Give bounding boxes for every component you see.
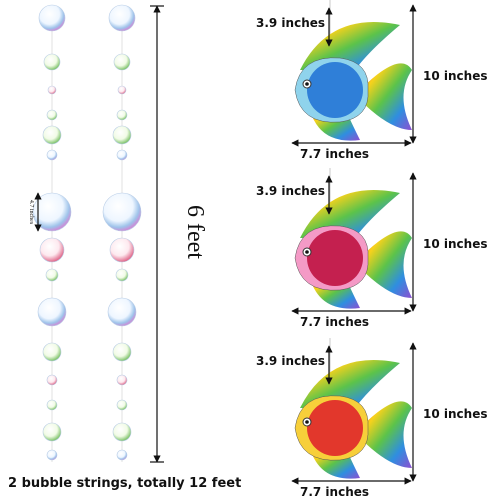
bubble xyxy=(109,237,135,263)
bubble xyxy=(112,125,132,145)
width-label: 7.7 inches xyxy=(300,315,369,329)
pupil xyxy=(305,420,309,424)
bubble-label: 4.7 inches xyxy=(28,200,34,225)
fish: 3.9 inches 10 inches 7.7 inches xyxy=(256,168,487,329)
bubble xyxy=(116,399,128,411)
pupil xyxy=(305,82,309,86)
bubble xyxy=(117,85,127,95)
fin-top xyxy=(300,360,400,408)
bubble xyxy=(46,449,58,461)
fish-group: 3.9 inches 10 inches 7.7 inches 3.9 inches 1… xyxy=(256,0,487,497)
bubble xyxy=(46,149,58,161)
bubble xyxy=(42,342,62,362)
height-label: 10 inches xyxy=(423,407,487,421)
honeycomb xyxy=(307,62,363,118)
bubble xyxy=(107,297,137,327)
bubble xyxy=(46,399,58,411)
tail xyxy=(360,231,412,298)
honeycomb xyxy=(307,230,363,286)
bubble xyxy=(112,422,132,442)
bubble xyxy=(39,237,65,263)
fish: 3.9 inches 10 inches 7.7 inches xyxy=(256,0,487,161)
bubble xyxy=(46,374,58,386)
bubble xyxy=(37,297,67,327)
pupil xyxy=(305,250,309,254)
bubble xyxy=(116,149,128,161)
bubble xyxy=(115,268,129,282)
bubble xyxy=(102,192,142,232)
width-label: 7.7 inches xyxy=(300,147,369,161)
bubble xyxy=(45,268,59,282)
bubble xyxy=(47,85,57,95)
top-label: 3.9 inches xyxy=(256,184,325,198)
honeycomb xyxy=(307,400,363,456)
tail xyxy=(360,401,412,468)
caption: 2 bubble strings, totally 12 feet xyxy=(8,476,241,491)
height-label: 10 inches xyxy=(423,69,487,83)
bubble xyxy=(42,422,62,442)
top-label: 3.9 inches xyxy=(256,16,325,30)
width-label: 7.7 inches xyxy=(300,485,369,497)
bubble xyxy=(46,109,58,121)
top-label: 3.9 inches xyxy=(256,354,325,368)
bubble-strings xyxy=(32,4,142,462)
bubble xyxy=(116,449,128,461)
bubble xyxy=(108,4,136,32)
tail xyxy=(360,63,412,131)
fish: 3.9 inches 10 inches 7.7 inches xyxy=(256,338,487,497)
height-label: 10 inches xyxy=(423,237,487,251)
bubble xyxy=(112,342,132,362)
bubble xyxy=(43,53,61,71)
fin-top xyxy=(300,22,400,70)
bubble xyxy=(116,109,128,121)
height-label: 6 feet xyxy=(182,205,208,259)
bubble xyxy=(42,125,62,145)
bubble xyxy=(116,374,128,386)
fin-top xyxy=(300,190,400,238)
bubble xyxy=(32,192,72,232)
bubble xyxy=(38,4,66,32)
bubble xyxy=(113,53,131,71)
